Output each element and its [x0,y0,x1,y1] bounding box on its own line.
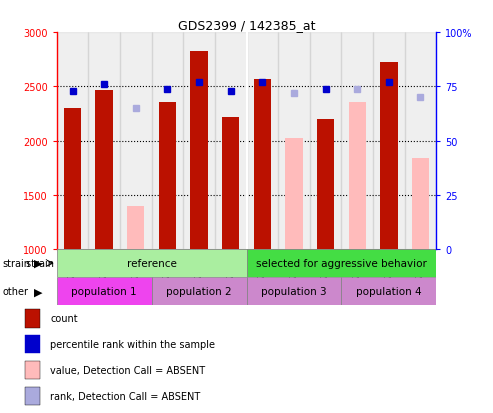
Text: population 1: population 1 [71,287,137,297]
Bar [253,80,271,249]
Bar [285,139,303,249]
Text: strain: strain [26,259,57,268]
Bar [278,33,310,249]
Bar [64,109,81,249]
Text: population 2: population 2 [166,287,232,297]
Bar [310,33,341,249]
Text: population 4: population 4 [356,287,422,297]
Bar [25,361,40,380]
Bar [190,52,208,249]
Bar [57,278,152,306]
Bar [25,309,40,328]
Bar [215,33,246,249]
Text: ▶: ▶ [34,287,42,297]
Bar [373,33,405,249]
Bar [341,278,436,306]
Bar [152,278,246,306]
Text: value, Detection Call = ABSENT: value, Detection Call = ABSENT [50,365,206,375]
Bar [183,33,215,249]
Text: rank, Detection Call = ABSENT: rank, Detection Call = ABSENT [50,391,201,401]
Bar [412,159,429,249]
Text: count: count [50,313,78,323]
Text: ▶: ▶ [34,259,42,268]
Bar [380,63,397,249]
Bar [88,33,120,249]
Bar [317,120,334,249]
Text: strain: strain [2,259,31,268]
Bar [25,335,40,354]
Text: other: other [2,287,29,297]
Bar [246,278,341,306]
Bar [246,33,278,249]
Bar [349,102,366,249]
Text: reference: reference [127,259,176,268]
Bar [159,102,176,249]
Title: GDS2399 / 142385_at: GDS2399 / 142385_at [178,19,315,32]
Bar [341,33,373,249]
Text: selected for aggressive behavior: selected for aggressive behavior [256,259,427,268]
Bar [57,249,246,278]
Bar [405,33,436,249]
Text: population 3: population 3 [261,287,327,297]
Bar [222,117,240,249]
Bar [57,33,88,249]
Bar [25,387,40,405]
Text: percentile rank within the sample: percentile rank within the sample [50,339,215,349]
Bar [152,33,183,249]
Bar [246,249,436,278]
Bar [127,206,144,249]
Bar [120,33,152,249]
Bar [96,90,113,249]
